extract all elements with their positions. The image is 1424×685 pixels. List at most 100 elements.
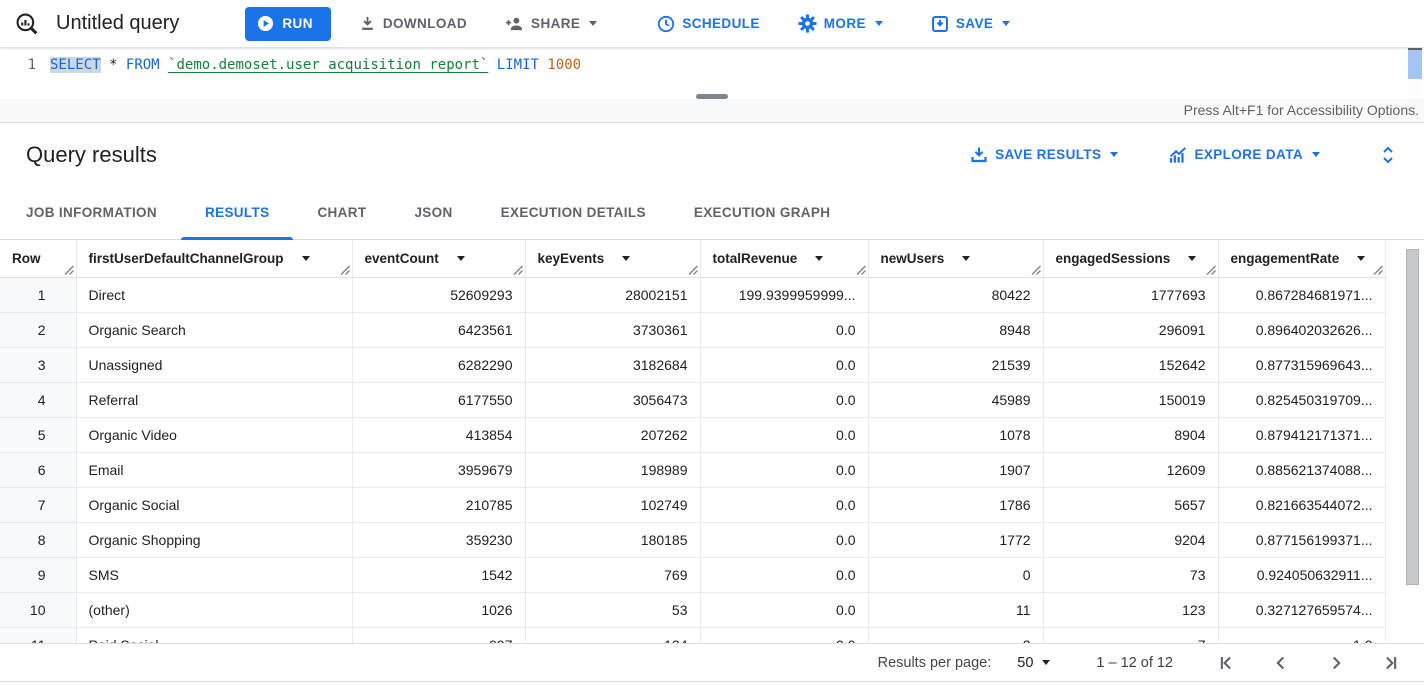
cell-value: 0.0: [700, 417, 869, 453]
tab-execution-graph[interactable]: EXECUTION GRAPH: [693, 205, 831, 220]
chart-insights-icon: [1168, 146, 1187, 164]
panel-resize-handle[interactable]: [696, 94, 728, 99]
cell-value: 1772: [868, 522, 1044, 558]
cell-value: 1907: [868, 452, 1044, 488]
pagination-bar: Results per page: 50 1 – 12 of 12: [0, 643, 1424, 682]
results-per-page-label: Results per page:: [877, 654, 992, 671]
cell-value: 7: [1043, 627, 1219, 643]
cell-channel-group: Paid Social: [76, 627, 353, 643]
column-header-engagementRate[interactable]: engagementRate: [1218, 240, 1386, 278]
table-row: 11Paid Social9971340.0271.0: [0, 627, 1386, 643]
row-number-cell: 3: [0, 347, 77, 383]
cell-channel-group: Email: [76, 452, 353, 488]
last-page-button[interactable]: [1380, 652, 1402, 674]
sort-caret-icon[interactable]: [815, 255, 824, 261]
sort-caret-icon[interactable]: [1357, 255, 1366, 261]
column-resize-handle-icon[interactable]: [513, 265, 523, 275]
cell-value: 210785: [352, 487, 526, 523]
sql-editor[interactable]: 1 SELECT * FROM `demo.demoset.user_acqui…: [0, 46, 1424, 99]
cell-value: 8904: [1043, 417, 1219, 453]
save-results-button[interactable]: SAVE RESULTS: [960, 137, 1128, 173]
tab-json[interactable]: JSON: [414, 205, 453, 220]
column-resize-handle-icon[interactable]: [1373, 265, 1383, 275]
column-resize-handle-icon[interactable]: [64, 265, 74, 275]
table-row: 10 (other) 1026 53 0.0 11 123 0.327127659574...: [0, 592, 1386, 628]
sql-token-plain: [101, 57, 109, 73]
row-number-cell: 7: [0, 487, 77, 523]
row-number-cell: 2: [0, 312, 77, 348]
table-row: 8 Organic Shopping 359230 180185 0.0 1772 9204…: [0, 522, 1386, 558]
cell-value: 8948: [868, 312, 1044, 348]
column-header-eventCount[interactable]: eventCount: [352, 240, 526, 278]
previous-page-button[interactable]: [1270, 652, 1292, 674]
results-table: Row firstUserDefaultChannelGroup eventCoun…: [0, 240, 1386, 643]
cell-channel-group: Organic Social: [76, 487, 353, 523]
column-resize-handle-icon[interactable]: [340, 265, 350, 275]
editor-scrollbar-thumb[interactable]: [1408, 50, 1422, 79]
page-size-select[interactable]: 50: [1017, 655, 1051, 671]
explore-data-button[interactable]: EXPLORE DATA: [1158, 137, 1330, 173]
sort-caret-icon[interactable]: [301, 255, 310, 261]
download-button[interactable]: DOWNLOAD: [349, 6, 477, 42]
more-button[interactable]: MORE: [788, 6, 893, 42]
cell-value: 0.0: [700, 557, 869, 593]
tab-job-information[interactable]: JOB INFORMATION: [26, 205, 157, 220]
cell-value: 11: [868, 592, 1044, 628]
column-header-keyEvents[interactable]: keyEvents: [525, 240, 701, 278]
row-number-cell: 10: [0, 592, 77, 628]
cell-value: 0.825450319709...: [1218, 382, 1386, 418]
tab-execution-details[interactable]: EXECUTION DETAILS: [500, 205, 646, 220]
tab-results[interactable]: RESULTS: [181, 186, 294, 240]
table-scrollbar-track[interactable]: [1405, 243, 1421, 639]
column-resize-handle-icon[interactable]: [1206, 265, 1216, 275]
cell-value: 0.877315969643...: [1218, 347, 1386, 383]
clock-icon: [657, 15, 675, 33]
cell-value: 3182684: [525, 347, 701, 383]
cell-value: 359230: [352, 522, 526, 558]
sql-token-plain: [488, 57, 496, 73]
sort-caret-icon[interactable]: [1188, 255, 1197, 261]
cell-value: 3056473: [525, 382, 701, 418]
column-resize-handle-icon[interactable]: [688, 265, 698, 275]
play-circle-icon: [257, 15, 274, 32]
cell-value: 0: [868, 557, 1044, 593]
table-scrollbar-thumb[interactable]: [1406, 249, 1419, 585]
cell-value: 1026: [352, 592, 526, 628]
cell-value: 45989: [868, 382, 1044, 418]
sort-caret-icon[interactable]: [962, 255, 971, 261]
sort-caret-icon[interactable]: [622, 255, 631, 261]
column-header-firstUserDefaultChannelGroup[interactable]: firstUserDefaultChannelGroup: [76, 240, 353, 278]
page-range-label: 1 – 12 of 12: [1096, 654, 1173, 671]
sql-token-plain: *: [109, 57, 118, 73]
sql-token-tableref[interactable]: `demo.demoset.user_acquisition_report`: [168, 57, 489, 73]
cell-value: 1777693: [1043, 277, 1219, 313]
column-label: firstUserDefaultChannelGroup: [88, 250, 284, 266]
cell-value: 6282290: [352, 347, 526, 383]
cell-value: 53: [525, 592, 701, 628]
sql-token-number: 1000: [547, 57, 582, 73]
column-header-totalRevenue[interactable]: totalRevenue: [700, 240, 869, 278]
sql-token-keyword: SELECT: [50, 57, 101, 73]
sort-caret-icon[interactable]: [456, 255, 465, 261]
column-header-newUsers[interactable]: newUsers: [868, 240, 1044, 278]
unfold-vertical-icon[interactable]: [1374, 140, 1402, 170]
column-resize-handle-icon[interactable]: [856, 265, 866, 275]
next-page-button[interactable]: [1325, 652, 1347, 674]
query-title[interactable]: Untitled query: [56, 12, 180, 34]
column-header-engagedSessions[interactable]: engagedSessions: [1043, 240, 1219, 278]
share-button[interactable]: SHARE: [495, 6, 607, 42]
chevron-down-icon: [1312, 152, 1320, 157]
schedule-button[interactable]: SCHEDULE: [647, 6, 769, 42]
sql-code-line[interactable]: SELECT * FROM `demo.demoset.user_acquisi…: [50, 48, 581, 99]
accessibility-hint-bar: Press Alt+F1 for Accessibility Options.: [0, 94, 1424, 123]
save-button[interactable]: SAVE: [921, 6, 1020, 42]
query-results-header: Query results SAVE RESULTS: [0, 123, 1424, 186]
cell-channel-group: Organic Search: [76, 312, 353, 348]
person-add-icon: [505, 15, 524, 32]
first-page-button[interactable]: [1215, 652, 1237, 674]
run-button[interactable]: RUN: [245, 6, 331, 41]
column-resize-handle-icon[interactable]: [1031, 265, 1041, 275]
cell-value: 12609: [1043, 452, 1219, 488]
tab-chart[interactable]: CHART: [317, 205, 367, 220]
cell-value: 0.0: [700, 347, 869, 383]
